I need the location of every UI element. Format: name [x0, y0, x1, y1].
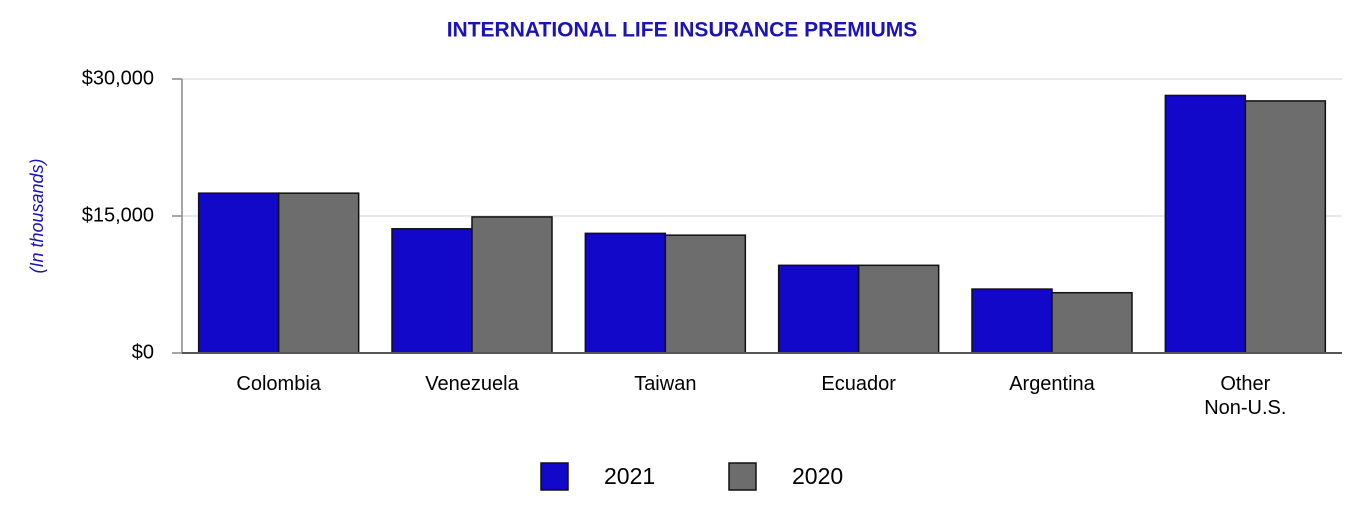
y-axis-label: (In thousands): [27, 158, 47, 273]
x-tick-label: Ecuador: [821, 373, 896, 395]
x-tick-label: Argentina: [1009, 373, 1095, 395]
legend-label: 2020: [792, 463, 843, 489]
y-tick-label: $30,000: [82, 67, 154, 89]
bar: [471, 216, 553, 354]
bar: [584, 232, 667, 354]
x-tick-label: Venezuela: [425, 373, 519, 395]
bar: [857, 264, 940, 354]
legend-swatch: [728, 462, 757, 491]
bar: [197, 192, 280, 354]
chart-title: INTERNATIONAL LIFE INSURANCE PREMIUMS: [447, 19, 918, 42]
y-tick-label: $15,000: [82, 204, 154, 226]
y-tick-label: $0: [132, 341, 154, 363]
bar: [391, 228, 473, 354]
legend-swatch: [540, 462, 569, 491]
bar: [777, 264, 860, 354]
bar: [1244, 100, 1327, 354]
bar: [1051, 291, 1133, 354]
legend-label: 2021: [604, 463, 655, 489]
x-tick-label: Other Non-U.S.: [1204, 373, 1287, 419]
x-tick-label: Taiwan: [634, 373, 697, 395]
bar: [971, 288, 1053, 354]
x-tick-label: Colombia: [236, 373, 321, 395]
bar: [664, 234, 747, 354]
bar: [1164, 94, 1247, 354]
bar: [277, 192, 360, 354]
